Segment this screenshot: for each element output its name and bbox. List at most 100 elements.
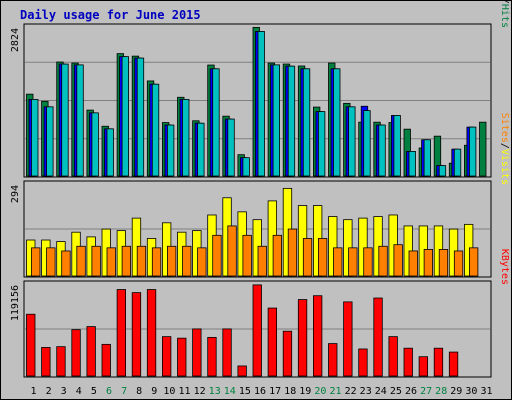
x-tick-label-11: 11: [178, 386, 190, 397]
kbytes-bar-kbytes-9: [146, 289, 157, 377]
hits-files-pages-bar-pages-3: [61, 63, 69, 177]
visits-sites-bar-sites-25: [393, 244, 403, 277]
kbytes-bar-kbytes-24: [373, 297, 383, 377]
hits-files-pages-legend-item-4: Hits: [499, 4, 510, 28]
visits-sites-legend-item-2: Visits: [499, 149, 510, 185]
kbytes-scale-label: 119156: [10, 285, 21, 321]
visits-sites-bar-sites-14: [227, 225, 237, 277]
x-tick-label-26: 26: [405, 386, 417, 397]
x-tick-label-4: 4: [76, 386, 82, 397]
visits-sites-bar-sites-29: [453, 250, 464, 277]
x-tick-label-22: 22: [345, 386, 357, 397]
visits-sites-legend: Sites/Visits: [499, 113, 510, 185]
hits-files-pages-bar-pages-15: [242, 157, 250, 177]
hits-files-pages-bar-pages-22: [348, 106, 356, 177]
x-tick-label-28: 28: [435, 386, 447, 397]
hits-files-pages-bar-pages-16: [257, 31, 265, 177]
chart-title: Daily usage for June 2015: [20, 8, 201, 22]
hits-files-pages-bar-pages-14: [227, 118, 235, 177]
visits-sites-bar-sites-13: [212, 234, 222, 277]
visits-sites-bar-sites-15: [242, 234, 252, 277]
hits-files-pages-bar-pages-20: [317, 111, 326, 177]
kbytes-bar-kbytes-21: [328, 343, 338, 377]
hits-files-pages-bar-pages-24: [378, 124, 386, 177]
kbytes-bar-kbytes-12: [192, 328, 202, 377]
kbytes-bar-kbytes-20: [312, 295, 323, 377]
kbytes-bar-kbytes-8: [131, 292, 142, 377]
visits-sites-bar-sites-12: [197, 247, 207, 277]
visits-sites-bar-sites-8: [136, 245, 147, 277]
x-tick-label-21: 21: [329, 386, 341, 397]
kbytes-bar-kbytes-23: [358, 348, 368, 377]
hits-files-pages-bar-pages-4: [76, 64, 84, 177]
visits-sites-bar-sites-6: [106, 247, 116, 277]
kbytes-bar-kbytes-6: [101, 343, 111, 377]
x-tick-label-1: 1: [30, 386, 36, 397]
kbytes-bar-kbytes-28: [433, 347, 444, 377]
x-tick-label-23: 23: [360, 386, 372, 397]
kbytes-bar-kbytes-15: [237, 365, 247, 377]
x-tick-label-12: 12: [194, 386, 206, 397]
hits-files-pages-bar-pages-9: [151, 83, 160, 177]
visits-sites-bar-visits-21: [328, 216, 338, 277]
kbytes-bar-kbytes-18: [282, 330, 293, 377]
x-tick-label-19: 19: [299, 386, 311, 397]
x-tick-label-10: 10: [163, 386, 175, 397]
hits-files-pages-bar-hits-31: [479, 121, 487, 177]
x-tick-label-24: 24: [375, 386, 387, 397]
kbytes-bar-kbytes-13: [207, 336, 217, 377]
visits-sites-bar-sites-2: [46, 247, 56, 277]
visits-sites-bar-sites-18: [287, 228, 298, 277]
kbytes-bar-kbytes-1: [26, 313, 36, 377]
kbytes-bar-kbytes-25: [388, 336, 398, 377]
x-tick-label-5: 5: [91, 386, 97, 397]
visits-sites-bar-visits-23: [358, 217, 368, 277]
hits-files-pages-bar-pages-25: [393, 115, 401, 177]
x-tick-label-27: 27: [420, 386, 432, 397]
hits-files-pages-bar-pages-18: [287, 65, 296, 177]
x-tick-label-20: 20: [314, 386, 326, 397]
hits-files-pages-bar-pages-23: [363, 110, 371, 177]
visits-sites-bar-sites-27: [423, 249, 434, 277]
visits-sites-scale-label: 294: [10, 185, 21, 203]
kbytes-legend-item-0: KBytes: [499, 249, 510, 285]
visits-sites-bar-sites-16: [257, 245, 267, 277]
hits-files-pages-bar-pages-2: [46, 106, 54, 177]
kbytes-bar-kbytes-29: [448, 351, 459, 377]
x-tick-label-16: 16: [254, 386, 266, 397]
hits-files-pages-bar-pages-27: [423, 139, 432, 177]
kbytes-bar-kbytes-26: [403, 347, 413, 377]
kbytes-bar-kbytes-14: [222, 328, 232, 377]
visits-sites-legend-item-1: /: [499, 143, 510, 149]
x-tick-label-2: 2: [46, 386, 52, 397]
visits-sites-bar-sites-20: [317, 238, 328, 277]
visits-sites-bar-sites-4: [76, 245, 86, 277]
hits-files-pages-bar-pages-13: [212, 68, 220, 177]
visits-sites-bar-sites-30: [468, 247, 479, 277]
hits-files-pages-bar-pages-26: [408, 151, 416, 177]
x-tick-label-8: 8: [136, 386, 142, 397]
visits-sites-bar-sites-28: [438, 249, 449, 277]
visits-sites-bar-sites-24: [378, 245, 388, 277]
x-tick-label-6: 6: [106, 386, 112, 397]
kbytes-bar-kbytes-22: [343, 301, 353, 377]
visits-sites-bar-sites-21: [333, 247, 343, 277]
kbytes-bar-kbytes-7: [116, 289, 126, 377]
hits-files-pages-bar-pages-30: [468, 126, 477, 177]
kbytes-bar-kbytes-4: [71, 329, 81, 377]
hits-files-pages-bar-pages-8: [136, 57, 145, 177]
visits-sites-bar-sites-17: [272, 234, 283, 277]
visits-sites-legend-item-0: Sites: [499, 113, 510, 143]
kbytes-bar-kbytes-17: [267, 307, 278, 377]
x-tick-label-13: 13: [209, 386, 221, 397]
kbytes-bar-kbytes-19: [297, 299, 308, 377]
hits-files-pages-bar-pages-7: [121, 56, 129, 177]
hits-files-pages-legend-item-3: /: [499, 0, 510, 4]
visits-sites-bar-sites-1: [31, 247, 41, 277]
kbytes-bar-kbytes-11: [177, 337, 187, 377]
hits-files-pages-bar-pages-6: [106, 128, 114, 177]
kbytes-bar-kbytes-2: [41, 347, 51, 377]
visits-sites-bar-sites-11: [182, 245, 192, 277]
hits-files-pages-legend: Pages/Files/Hits: [499, 0, 510, 28]
kbytes-bar-kbytes-10: [161, 336, 172, 377]
